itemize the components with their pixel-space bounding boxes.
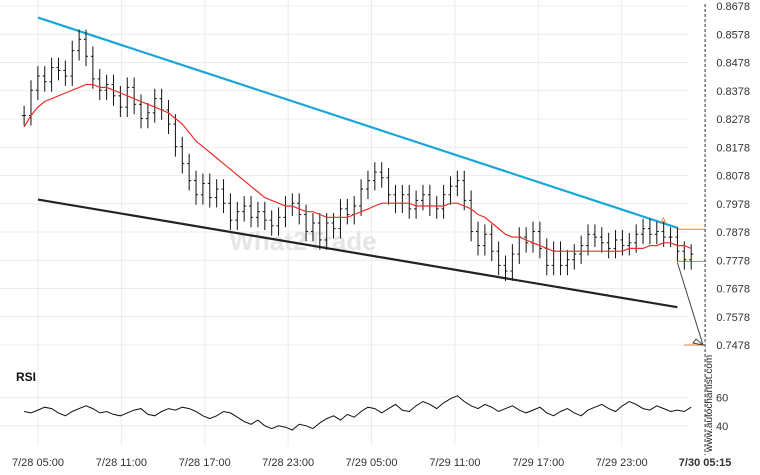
rsi-line <box>24 395 692 431</box>
x-tick-label: 7/28 17:00 <box>179 457 231 469</box>
x-axis-ticks: 7/28 05:00 7/28 11:00 7/28 17:00 7/28 23:00… <box>12 457 731 469</box>
y-tick-label: 0.7978 <box>716 199 750 211</box>
y-tick-label: 0.8278 <box>716 114 750 126</box>
pattern-marker-label: A <box>660 216 666 226</box>
y-tick-label: 0.7878 <box>716 227 750 239</box>
y-tick-label: 0.7578 <box>716 312 750 324</box>
y-tick-label: 0.8378 <box>716 86 750 98</box>
rsi-title: RSI <box>16 370 36 384</box>
projection-line <box>676 262 704 346</box>
y-tick-label: 0.8678 <box>716 1 750 13</box>
x-tick-label: 7/28 11:00 <box>96 457 147 469</box>
projection-arrowhead <box>692 338 705 346</box>
x-tick-label: 7/29 11:00 <box>429 457 480 469</box>
y-tick-label: 0.8078 <box>716 171 750 183</box>
moving-average-series <box>23 83 692 252</box>
y-tick-label: 0.7678 <box>716 284 750 296</box>
grid <box>0 0 688 446</box>
watermark: What2Trade <box>229 226 376 256</box>
lower-trendline <box>37 198 678 309</box>
rsi-tick-label: 40 <box>716 421 728 433</box>
trendlines <box>37 16 678 309</box>
rsi-tick-label: 60 <box>716 392 728 404</box>
upper-trendline <box>37 16 678 229</box>
y-tick-label: 0.7778 <box>716 255 750 267</box>
rsi-panel: RSI <box>16 370 692 431</box>
side-credit: www.autochartist.com <box>704 355 715 453</box>
y-tick-label: 0.8178 <box>716 142 750 154</box>
x-tick-label: 7/29 23:00 <box>596 457 648 469</box>
x-tick-label: 7/28 23:00 <box>262 457 314 469</box>
y-tick-label: 0.8578 <box>716 29 750 41</box>
x-tick-label: 7/28 05:00 <box>12 457 64 469</box>
x-tick-label-current: 7/30 05:15 <box>679 457 732 469</box>
moving-average-line <box>23 83 692 252</box>
y-tick-label: 0.7478 <box>716 340 750 352</box>
x-tick-label: 7/29 17:00 <box>512 457 564 469</box>
x-tick-label: 7/29 05:00 <box>346 457 398 469</box>
projection <box>676 262 705 346</box>
y-axis-ticks: 0.8678 0.8578 0.8478 0.8378 0.8278 0.8178 0.80… <box>716 1 750 433</box>
y-tick-label: 0.8478 <box>716 58 750 70</box>
